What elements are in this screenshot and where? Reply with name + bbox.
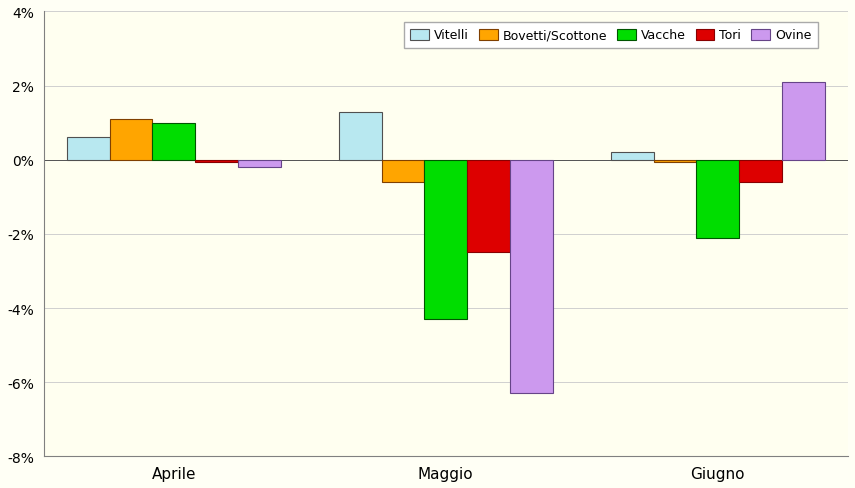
Bar: [697, 161, 740, 238]
Bar: [782, 82, 825, 161]
Bar: [238, 161, 280, 168]
Bar: [510, 161, 552, 393]
Bar: [611, 153, 654, 161]
Bar: [195, 161, 238, 163]
Bar: [109, 120, 152, 161]
Legend: Vitelli, Bovetti/Scottone, Vacche, Tori, Ovine: Vitelli, Bovetti/Scottone, Vacche, Tori,…: [404, 23, 817, 48]
Bar: [424, 161, 467, 320]
Bar: [654, 161, 697, 163]
Bar: [339, 112, 381, 161]
Bar: [67, 138, 109, 161]
Bar: [740, 161, 782, 183]
Bar: [381, 161, 424, 183]
Bar: [152, 123, 195, 161]
Bar: [467, 161, 510, 253]
